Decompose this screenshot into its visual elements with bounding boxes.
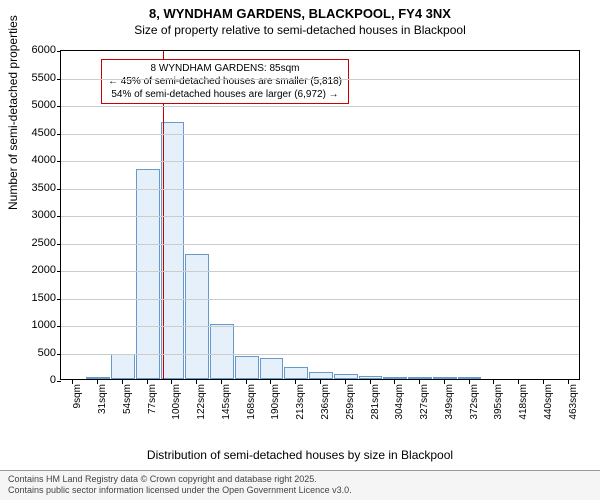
gridline (61, 189, 579, 190)
xtick-label: 463sqm (568, 384, 579, 424)
gridline (61, 134, 579, 135)
ytick-label: 500 (16, 347, 56, 359)
xtick-label: 418sqm (518, 384, 529, 424)
footer: Contains HM Land Registry data © Crown c… (0, 470, 600, 500)
xtick-label: 31sqm (97, 384, 108, 424)
histogram-bar (309, 372, 333, 379)
annot-line-3: 54% of semi-detached houses are larger (… (108, 88, 342, 101)
ytick-mark (57, 381, 61, 382)
title-block: 8, WYNDHAM GARDENS, BLACKPOOL, FY4 3NX S… (0, 0, 600, 37)
xtick-label: 395sqm (493, 384, 504, 424)
xtick-label: 440sqm (543, 384, 554, 424)
ytick-label: 5500 (16, 72, 56, 84)
annot-line-2: ← 45% of semi-detached houses are smalle… (108, 75, 342, 88)
ytick-mark (57, 161, 61, 162)
xtick-label: 372sqm (469, 384, 480, 424)
ytick-mark (57, 326, 61, 327)
histogram-bar (210, 324, 234, 379)
xtick-label: 145sqm (221, 384, 232, 424)
ytick-label: 0 (16, 374, 56, 386)
histogram-bar (260, 358, 284, 379)
xtick-label: 349sqm (444, 384, 455, 424)
xtick-label: 9sqm (72, 384, 83, 424)
xtick-label: 190sqm (270, 384, 281, 424)
xtick-label: 213sqm (295, 384, 306, 424)
footer-line-2: Contains public sector information licen… (8, 485, 592, 497)
gridline (61, 326, 579, 327)
histogram-bar (111, 354, 135, 379)
xtick-label: 236sqm (320, 384, 331, 424)
ytick-label: 3500 (16, 182, 56, 194)
ytick-label: 3000 (16, 209, 56, 221)
ytick-label: 5000 (16, 99, 56, 111)
xtick-label: 168sqm (246, 384, 257, 424)
gridline (61, 79, 579, 80)
xtick-label: 259sqm (345, 384, 356, 424)
ytick-mark (57, 51, 61, 52)
ytick-mark (57, 79, 61, 80)
chart-title: 8, WYNDHAM GARDENS, BLACKPOOL, FY4 3NX (0, 6, 600, 21)
ytick-mark (57, 216, 61, 217)
ytick-mark (57, 134, 61, 135)
gridline (61, 161, 579, 162)
xtick-label: 100sqm (171, 384, 182, 424)
chart-subtitle: Size of property relative to semi-detach… (0, 23, 600, 37)
ytick-label: 1000 (16, 319, 56, 331)
footer-line-1: Contains HM Land Registry data © Crown c… (8, 474, 592, 486)
ytick-label: 6000 (16, 44, 56, 56)
annot-line-1: 8 WYNDHAM GARDENS: 85sqm (108, 62, 342, 75)
histogram-bar (136, 169, 160, 379)
gridline (61, 299, 579, 300)
gridline (61, 216, 579, 217)
ytick-label: 2500 (16, 237, 56, 249)
ytick-label: 1500 (16, 292, 56, 304)
ytick-label: 2000 (16, 264, 56, 276)
gridline (61, 106, 579, 107)
ytick-mark (57, 271, 61, 272)
xtick-label: 327sqm (419, 384, 430, 424)
histogram-bar (408, 377, 432, 379)
histogram-bar (433, 377, 457, 379)
ytick-mark (57, 354, 61, 355)
histogram-bar (334, 374, 358, 379)
chart-area: 8 WYNDHAM GARDENS: 85sqm ← 45% of semi-d… (60, 50, 580, 410)
x-axis-label: Distribution of semi-detached houses by … (0, 448, 600, 462)
ytick-mark (57, 244, 61, 245)
xtick-label: 77sqm (147, 384, 158, 424)
ytick-mark (57, 189, 61, 190)
gridline (61, 271, 579, 272)
annotation-box: 8 WYNDHAM GARDENS: 85sqm ← 45% of semi-d… (101, 59, 349, 104)
histogram-bar (359, 376, 383, 379)
xtick-label: 122sqm (196, 384, 207, 424)
histogram-bar (383, 377, 407, 379)
gridline (61, 354, 579, 355)
plot-area: 8 WYNDHAM GARDENS: 85sqm ← 45% of semi-d… (60, 50, 580, 380)
ytick-label: 4500 (16, 127, 56, 139)
histogram-bar (185, 254, 209, 379)
histogram-bar (86, 377, 110, 379)
xtick-label: 54sqm (122, 384, 133, 424)
xtick-label: 304sqm (394, 384, 405, 424)
ytick-label: 4000 (16, 154, 56, 166)
ytick-mark (57, 106, 61, 107)
ytick-mark (57, 299, 61, 300)
gridline (61, 244, 579, 245)
xtick-label: 281sqm (370, 384, 381, 424)
histogram-bar (458, 377, 482, 379)
histogram-bar (284, 367, 308, 379)
histogram-bar (235, 356, 259, 379)
